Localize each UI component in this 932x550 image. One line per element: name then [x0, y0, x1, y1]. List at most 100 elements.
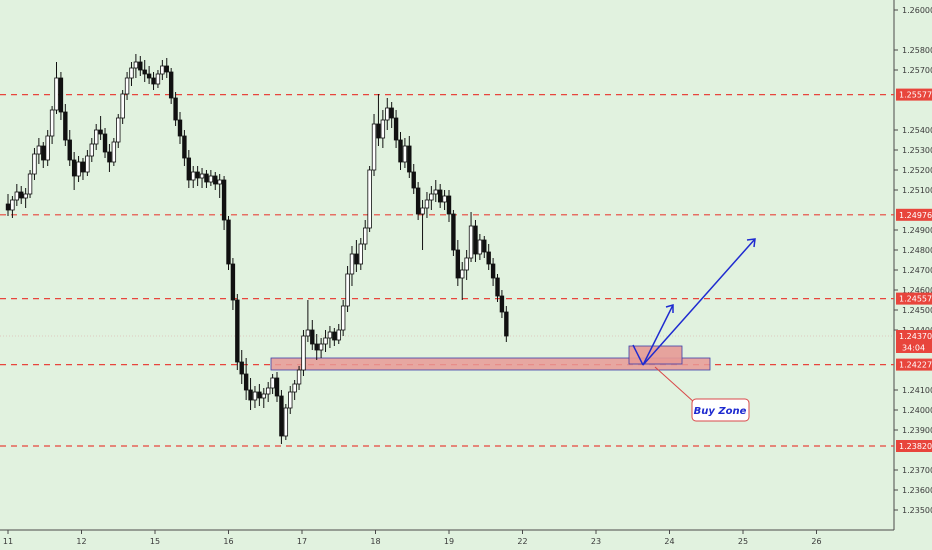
- x-tick-label: 18: [370, 537, 380, 546]
- x-tick-label: 19: [444, 537, 454, 546]
- candle-body: [446, 195, 452, 215]
- buy-zone-box: [628, 345, 683, 365]
- plot-background: [0, 0, 894, 530]
- y-tick-label: 1.23700: [902, 466, 932, 475]
- candle: [239, 350, 244, 384]
- y-tick-label: 1.24100: [902, 386, 932, 395]
- candle: [252, 386, 258, 408]
- buy-zone-callout: Buy Zone: [654, 366, 750, 422]
- y-tick-label: 1.24800: [902, 246, 932, 255]
- candle: [49, 106, 55, 144]
- candle: [442, 190, 447, 210]
- candle: [279, 390, 284, 444]
- candle: [94, 124, 99, 150]
- candle-body: [358, 243, 363, 265]
- candle: [243, 358, 249, 400]
- candle-body: [107, 151, 112, 163]
- y-tick-label: 1.24700: [902, 266, 932, 275]
- candle: [468, 212, 474, 262]
- candle: [327, 326, 333, 348]
- y-tick-label: 1.23600: [902, 486, 932, 495]
- candle: [36, 138, 42, 164]
- candle-body: [376, 123, 381, 139]
- candle-body: [288, 391, 293, 409]
- candle-body: [120, 93, 125, 119]
- level-price-label: 1.25577: [899, 91, 932, 100]
- y-tick-label: 1.25700: [902, 66, 932, 75]
- candle: [217, 174, 222, 198]
- candle-body: [345, 273, 350, 307]
- candle: [354, 240, 359, 272]
- x-tick-label: 26: [811, 537, 821, 546]
- y-tick-label: 1.24000: [902, 406, 932, 415]
- candle-body: [111, 141, 117, 163]
- candle: [32, 148, 37, 180]
- candle: [124, 72, 130, 100]
- y-tick-label: 1.25800: [902, 46, 932, 55]
- candle-body: [261, 393, 266, 399]
- candle: [195, 166, 200, 186]
- candle: [133, 54, 139, 78]
- candle-body: [477, 239, 483, 255]
- candle-body: [19, 191, 24, 199]
- candle-body: [41, 145, 46, 161]
- candle-body: [221, 179, 227, 221]
- candle: [446, 190, 452, 222]
- candle: [111, 138, 117, 166]
- candle-body: [27, 173, 33, 195]
- candle-body: [257, 391, 262, 399]
- countdown-label: 34:04: [902, 344, 925, 353]
- candle-body: [98, 129, 103, 135]
- candle: [345, 266, 350, 312]
- candle: [146, 66, 152, 84]
- candle-body: [455, 249, 461, 279]
- level-price-tag: [896, 440, 932, 452]
- candle-body: [323, 337, 328, 345]
- candle-body: [270, 377, 275, 389]
- candle: [314, 334, 319, 360]
- x-tick-label: 25: [738, 537, 748, 546]
- candle-body: [80, 161, 86, 173]
- candle-body: [389, 107, 394, 119]
- candle-body: [45, 135, 50, 161]
- y-tick-label: 1.25300: [902, 146, 932, 155]
- candle: [89, 138, 94, 162]
- candle-body: [367, 169, 372, 229]
- candle-body: [146, 73, 152, 79]
- arrow-down-leg: [632, 344, 644, 366]
- candle: [265, 382, 271, 402]
- level-price-label: 1.24227: [899, 361, 932, 370]
- candle: [76, 156, 81, 182]
- candle: [213, 172, 218, 190]
- candle-body: [310, 329, 315, 345]
- candle: [116, 114, 121, 148]
- arrow-short-up-head: [665, 304, 674, 313]
- candle-body: [504, 311, 509, 337]
- time-axis-background: [0, 530, 894, 550]
- candle: [221, 176, 227, 230]
- candle: [199, 168, 205, 188]
- candle-body: [437, 189, 443, 203]
- candle: [257, 384, 262, 406]
- candle-body: [327, 331, 333, 339]
- candle-body: [32, 153, 37, 175]
- candle: [10, 196, 15, 218]
- candle: [451, 210, 456, 256]
- candle: [376, 94, 381, 146]
- candle-body: [274, 377, 280, 397]
- candle-body: [451, 213, 456, 251]
- candle: [120, 90, 125, 124]
- candle-body: [191, 171, 196, 181]
- candle: [292, 380, 297, 400]
- y-tick-label: 1.26000: [902, 6, 932, 15]
- candle: [402, 138, 408, 168]
- candle: [296, 366, 302, 390]
- candle-body: [499, 295, 505, 313]
- candle: [129, 62, 134, 86]
- candle-body: [301, 335, 306, 371]
- candle: [226, 216, 231, 270]
- candle: [358, 238, 363, 270]
- candle: [14, 184, 20, 206]
- candle-body: [49, 109, 55, 137]
